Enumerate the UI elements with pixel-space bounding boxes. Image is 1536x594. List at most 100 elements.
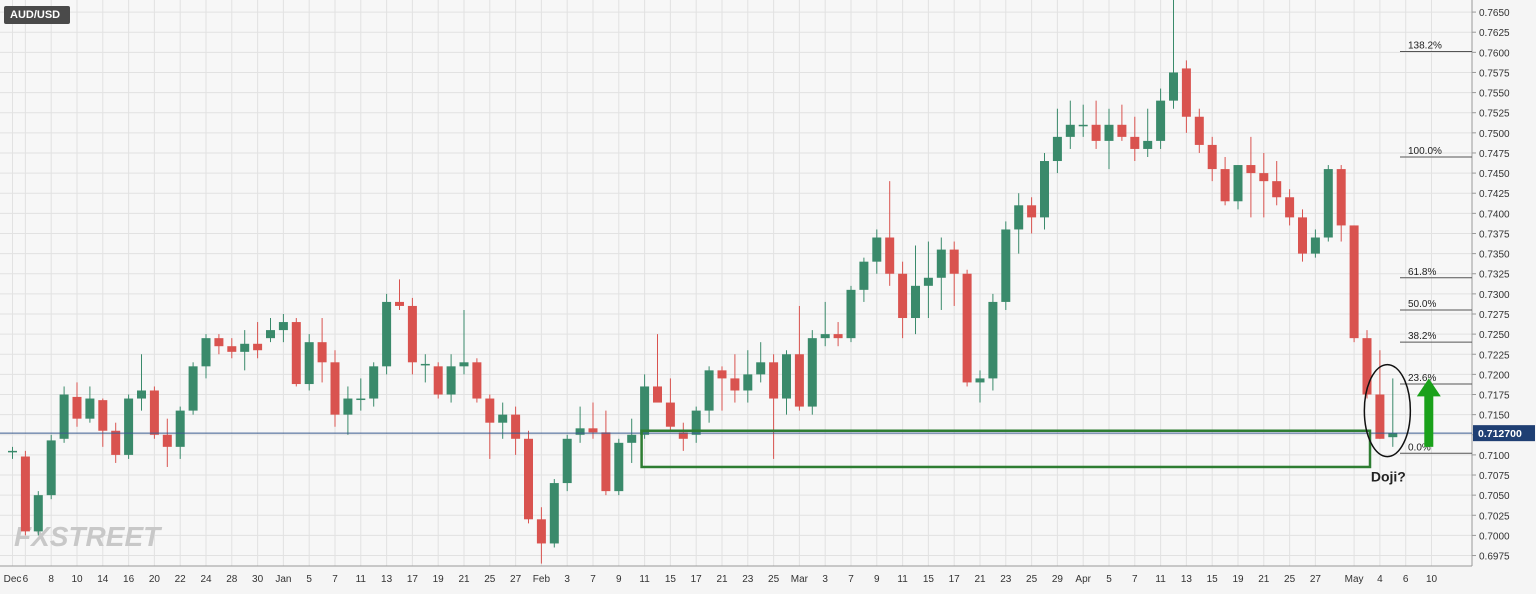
x-tick-label: 19 [1232, 574, 1244, 585]
fib-level-label: 0.0% [1408, 442, 1431, 453]
x-tick-label: 21 [1258, 574, 1270, 585]
x-tick-label: 15 [923, 574, 935, 585]
y-tick-label: 0.7200 [1479, 370, 1510, 381]
candle-body-bear [1349, 225, 1359, 339]
candle-body-bear [794, 354, 804, 407]
candle-body-bull [1001, 229, 1011, 302]
x-tick-label: 7 [848, 574, 854, 585]
x-tick-label: Feb [533, 574, 551, 585]
y-tick-label: 0.7325 [1479, 270, 1510, 281]
candle-body-bull [1388, 433, 1398, 438]
candle-body-bull [1065, 124, 1075, 137]
x-tick-label: 5 [1106, 574, 1112, 585]
candle-body-bull [85, 398, 95, 419]
x-tick-label: 21 [974, 574, 986, 585]
plot-background [0, 0, 1472, 566]
candle-body-bull [756, 362, 766, 375]
x-tick-label: 3 [564, 574, 570, 585]
candle-body-bull [46, 440, 56, 496]
candle-body-bull [1323, 169, 1333, 238]
y-tick-label: 0.7075 [1479, 471, 1510, 482]
candle-body-bear [111, 430, 121, 455]
candle-body-bull [369, 366, 379, 399]
y-tick-label: 0.7550 [1479, 89, 1510, 100]
candle-body-bull [382, 301, 392, 367]
candle-body-bull [562, 438, 572, 484]
candle-body-bear [665, 402, 675, 427]
candle-body-bear [1207, 144, 1217, 170]
fib-level-label: 23.6% [1408, 373, 1436, 384]
candle-body-bear [20, 456, 30, 532]
candle-body-bull [627, 434, 637, 443]
candle-body-bear [678, 432, 688, 439]
candle-body-bear [962, 273, 972, 383]
x-tick-label: 23 [1000, 574, 1012, 585]
candle-body-bear [1027, 205, 1037, 218]
candle-body-bull [743, 374, 753, 391]
x-tick-label: 27 [510, 574, 522, 585]
doji-annotation: Doji? [1371, 468, 1406, 484]
y-tick-label: 0.7375 [1479, 229, 1510, 240]
x-tick-label: 14 [97, 574, 109, 585]
x-tick-label: 25 [484, 574, 496, 585]
candle-body-bull [549, 483, 559, 544]
candle-body-bear [433, 366, 443, 395]
x-tick-label: 25 [1026, 574, 1038, 585]
candle-body-bull [420, 363, 430, 366]
x-tick-label: 13 [1181, 574, 1193, 585]
candle-body-bull [782, 354, 791, 399]
x-tick-label: 11 [1155, 574, 1166, 585]
y-tick-label: 0.7475 [1479, 149, 1510, 160]
x-tick-label: 25 [768, 574, 780, 585]
candle-body-bear [1246, 165, 1256, 174]
fib-level-label: 138.2% [1408, 41, 1442, 52]
x-tick-label: 22 [175, 574, 187, 585]
fib-level-label: 61.8% [1408, 267, 1436, 278]
current-price-badge [1473, 425, 1535, 442]
candle-body-bull [1014, 205, 1024, 230]
candle-body-bear [1298, 217, 1307, 254]
candle-body-bull [1233, 165, 1243, 202]
y-tick-label: 0.7575 [1479, 68, 1510, 79]
candle-body-bear [1272, 181, 1282, 198]
y-tick-label: 0.7175 [1479, 391, 1510, 402]
x-tick-label: 24 [200, 574, 212, 585]
y-tick-label: 0.7400 [1479, 209, 1510, 220]
x-tick-label: 15 [665, 574, 677, 585]
y-tick-label: 0.7600 [1479, 48, 1510, 59]
y-tick-label: 0.7300 [1479, 290, 1510, 301]
candle-body-bull [640, 386, 650, 435]
candle-body-bear [1285, 197, 1295, 218]
candle-body-bear [1259, 173, 1269, 182]
y-tick-label: 0.7525 [1479, 109, 1510, 120]
x-tick-label: 21 [716, 574, 728, 585]
y-tick-label: 0.7500 [1479, 129, 1510, 140]
candle-body-bear [601, 432, 611, 492]
x-tick-label: 25 [1284, 574, 1296, 585]
x-tick-label: 9 [874, 574, 880, 585]
candle-body-bull [278, 322, 288, 331]
x-tick-label: 15 [1207, 574, 1219, 585]
candle-body-bull [614, 442, 624, 492]
y-tick-label: 0.7425 [1479, 189, 1510, 200]
x-tick-label: 4 [1377, 574, 1383, 585]
candle-body-bull [304, 342, 314, 385]
candle-body-bull [124, 398, 134, 455]
x-tick-label: 6 [23, 574, 29, 585]
candle-body-bull [1040, 161, 1049, 218]
x-tick-label: 5 [306, 574, 312, 585]
candle-body-bear [149, 390, 159, 435]
candle-body-bear [330, 362, 340, 415]
x-tick-label: Jan [275, 574, 291, 585]
candle-body-bull [59, 394, 69, 439]
y-tick-label: 0.7350 [1479, 250, 1510, 261]
support-zone-box [640, 429, 1372, 469]
candle-body-bear [769, 362, 779, 399]
candle-body-bear [833, 334, 843, 339]
candle-body-bull [911, 285, 920, 319]
candle-body-bull [872, 237, 882, 262]
candle-body-bear [511, 414, 521, 439]
candle-body-bull [446, 366, 456, 395]
candle-body-bear [395, 301, 404, 306]
candle-body-bear [1091, 124, 1101, 141]
